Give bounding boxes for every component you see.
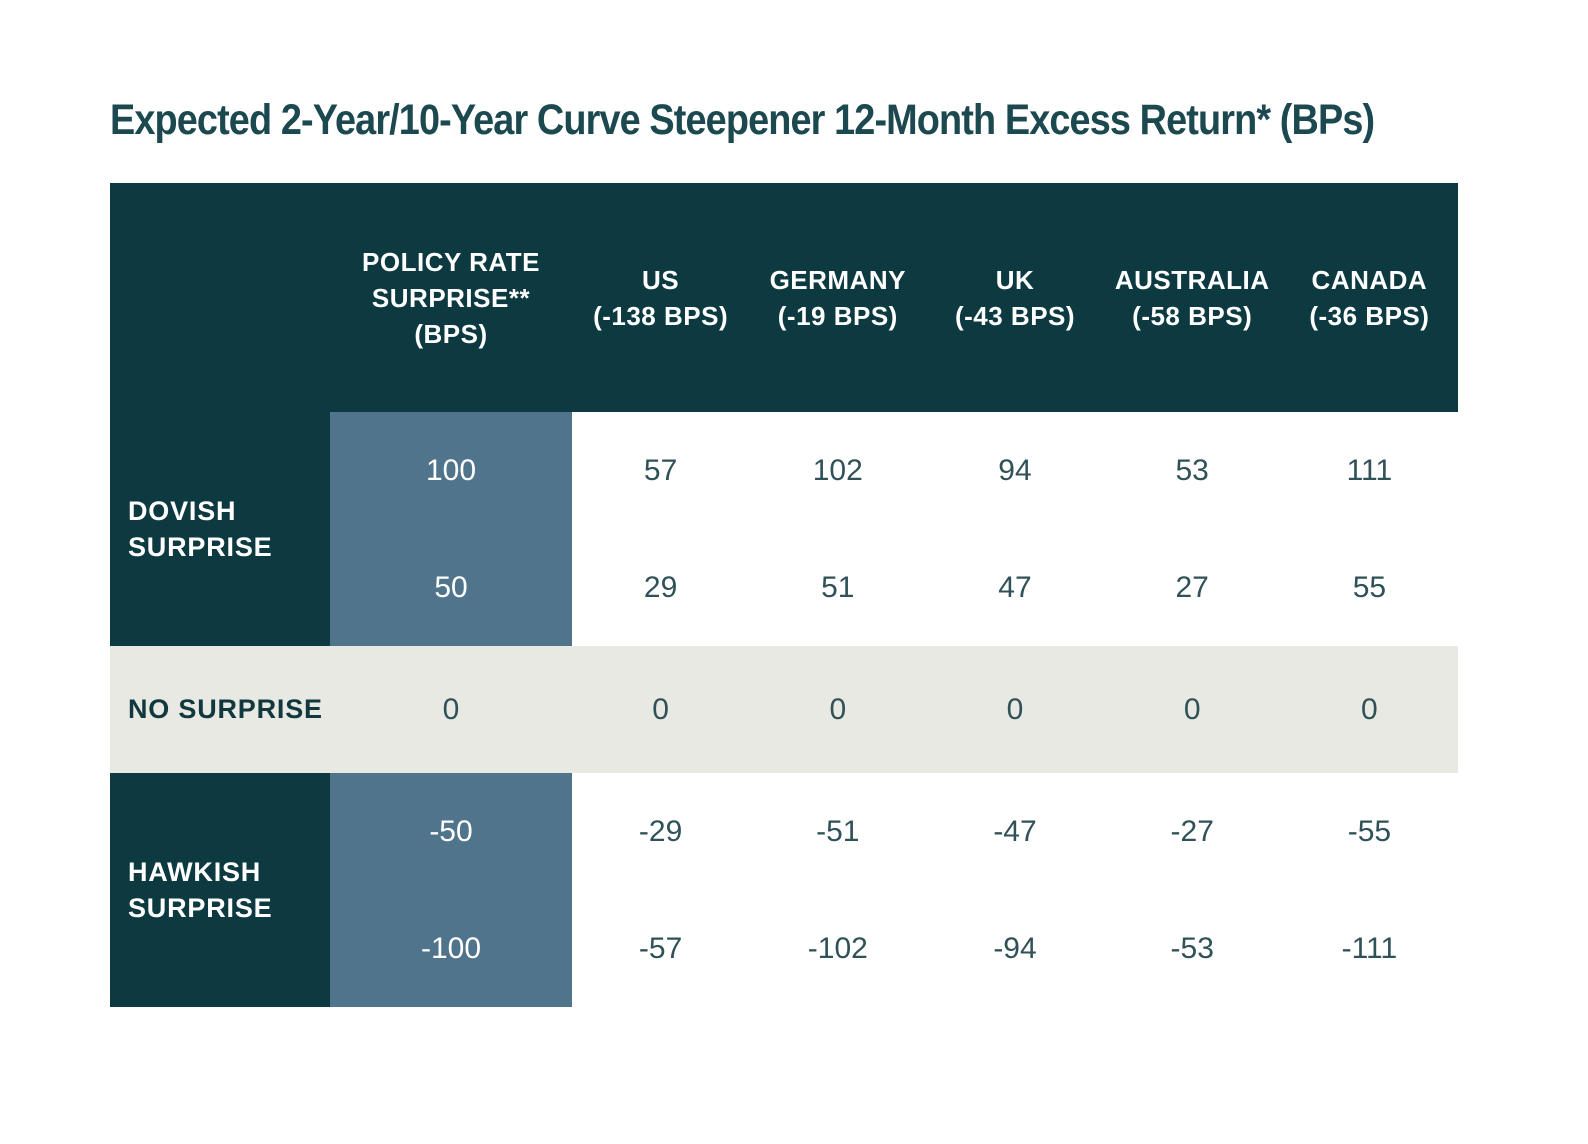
data-cell-canada-neg100: -111	[1280, 890, 1458, 1007]
policy-cell-hawkish-neg50: -50	[330, 773, 572, 890]
policy-cell-dovish-50: 50	[330, 529, 572, 646]
header-us-bps: (-138 BPS)	[593, 300, 729, 331]
policy-cell-dovish-100: 100	[330, 412, 572, 529]
header-cell-uk: UK (-43 BPS)	[926, 183, 1104, 412]
data-cell-canada-50: 55	[1280, 529, 1458, 646]
header-cell-policy-rate-surprise: POLICY RATE SURPRISE** (BPS)	[330, 183, 572, 412]
policy-cell-hawkish-neg100: -100	[330, 890, 572, 1007]
data-cell-us-0: 0	[572, 646, 750, 773]
header-canada-name: CANADA	[1311, 264, 1428, 295]
policy-cell-no-surprise-0: 0	[330, 646, 572, 773]
data-cell-uk-neg50: -47	[926, 773, 1104, 890]
data-cell-germany-100: 102	[749, 412, 927, 529]
data-cell-us-neg100: -57	[572, 890, 750, 1007]
header-germany-bps: (-19 BPS)	[777, 300, 898, 331]
data-cell-us-100: 57	[572, 412, 750, 529]
data-cell-germany-50: 51	[749, 529, 927, 646]
header-cell-us: US (-138 BPS)	[572, 183, 750, 412]
data-cell-us-neg50: -29	[572, 773, 750, 890]
header-cell-australia: AUSTRALIA (-58 BPS)	[1103, 183, 1281, 412]
header-policy-line2: (BPS)	[414, 318, 488, 349]
data-cell-canada-0: 0	[1280, 646, 1458, 773]
data-cell-australia-100: 53	[1103, 412, 1281, 529]
data-cell-australia-neg100: -53	[1103, 890, 1281, 1007]
header-canada-bps: (-36 BPS)	[1309, 300, 1430, 331]
row-group-label-dovish: DOVISH SURPRISE	[110, 412, 330, 646]
data-cell-germany-0: 0	[749, 646, 927, 773]
row-group-label-no-surprise: NO SURPRISE	[110, 646, 330, 773]
page-title: Expected 2-Year/10-Year Curve Steepener …	[110, 96, 1375, 144]
header-germany-name: GERMANY	[769, 264, 906, 295]
data-cell-australia-neg50: -27	[1103, 773, 1281, 890]
header-uk-name: UK	[995, 264, 1035, 295]
header-policy-line1: POLICY RATE SURPRISE**	[362, 246, 540, 313]
data-cell-uk-0: 0	[926, 646, 1104, 773]
header-uk-bps: (-43 BPS)	[954, 300, 1076, 331]
row-group-label-hawkish: HAWKISH SURPRISE	[110, 773, 330, 1007]
data-cell-uk-100: 94	[926, 412, 1104, 529]
data-cell-uk-50: 47	[926, 529, 1104, 646]
data-cell-australia-50: 27	[1103, 529, 1281, 646]
header-cell-germany: GERMANY (-19 BPS)	[749, 183, 927, 412]
header-australia-name: AUSTRALIA	[1114, 264, 1270, 295]
header-australia-bps: (-58 BPS)	[1132, 300, 1253, 331]
header-cell-canada: CANADA (-36 BPS)	[1280, 183, 1458, 412]
header-us-name: US	[642, 264, 680, 295]
data-cell-australia-0: 0	[1103, 646, 1281, 773]
steepener-table: POLICY RATE SURPRISE** (BPS) US (-138 BP…	[110, 183, 1458, 1007]
data-cell-uk-neg100: -94	[926, 890, 1104, 1007]
data-cell-us-50: 29	[572, 529, 750, 646]
header-cell-corner	[110, 183, 330, 412]
data-cell-germany-neg50: -51	[749, 773, 927, 890]
data-cell-canada-neg50: -55	[1280, 773, 1458, 890]
data-cell-germany-neg100: -102	[749, 890, 927, 1007]
data-cell-canada-100: 111	[1280, 412, 1458, 529]
